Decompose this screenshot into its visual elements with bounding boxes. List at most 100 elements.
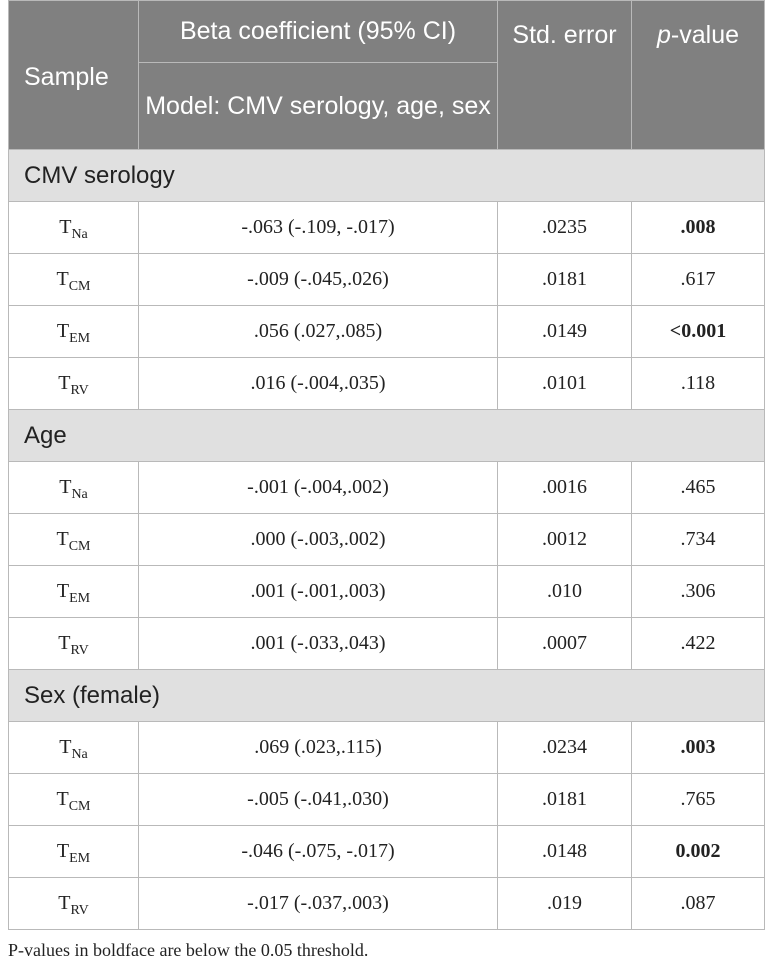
cell-p-value: .617 (631, 253, 765, 306)
sample-letter: T (58, 892, 71, 914)
cell-beta: -.001 (-.004,.002) (138, 461, 498, 514)
table-row: TRV .001 (-.033,.043) .0007.422 (8, 617, 765, 670)
cell-std-error: .0007 (497, 617, 632, 670)
cell-std-error: .0149 (497, 305, 632, 358)
cell-sample: TEM (8, 565, 139, 618)
sample-letter: T (58, 372, 71, 394)
section-row: CMV serology (8, 149, 765, 202)
cell-std-error: .0016 (497, 461, 632, 514)
table-row: TRV -.017 (-.037,.003) .019.087 (8, 877, 765, 930)
cell-sample: TNa (8, 201, 139, 254)
header-model: Model: CMV serology, age, sex (138, 62, 498, 150)
sample-subscript: RV (70, 383, 89, 398)
sample-letter: T (56, 788, 69, 810)
sample-subscript: EM (69, 851, 91, 866)
cell-std-error: .0101 (497, 357, 632, 410)
cell-sample: TRV (8, 877, 139, 930)
cell-std-error: .0235 (497, 201, 632, 254)
table-row: TNa -.001 (-.004,.002) .0016.465 (8, 461, 765, 514)
sample-letter: T (56, 580, 70, 602)
sample-letter: T (58, 632, 71, 654)
cell-p-value: .003 (631, 721, 765, 774)
table-row: TEM .001 (-.001,.003) .010.306 (8, 565, 765, 618)
sample-subscript: EM (69, 331, 91, 346)
cell-p-value: .306 (631, 565, 765, 618)
cell-sample: TEM (8, 825, 139, 878)
sample-letter: T (59, 736, 72, 758)
header-sample: Sample (8, 0, 139, 150)
section-row: Sex (female) (8, 669, 765, 722)
sample-subscript: Na (71, 747, 88, 762)
sample-subscript: EM (69, 591, 91, 606)
table-row: TCM .000 (-.003,.002) .0012.734 (8, 513, 765, 566)
cell-p-value: 0.002 (631, 825, 765, 878)
table-row: TEM .056 (.027,.085) .0149 <0.001 (8, 305, 765, 358)
sample-subscript: Na (71, 227, 88, 242)
cell-std-error: .010 (497, 565, 632, 618)
cell-p-value: .118 (631, 357, 765, 410)
table-row: TNa -.063 (-.109, -.017) .0235.008 (8, 201, 765, 254)
sample-letter: T (56, 320, 70, 342)
table-row: TEM -.046 (-.075, -.017) .0148 0.002 (8, 825, 765, 878)
sample-subscript: Na (71, 487, 88, 502)
table-row: TRV .016 (-.004,.035) .0101.118 (8, 357, 765, 410)
sample-subscript: RV (70, 643, 89, 658)
sample-letter: T (56, 840, 70, 862)
cell-std-error: .0148 (497, 825, 632, 878)
cell-beta: -.009 (-.045,.026) (138, 253, 498, 306)
sample-subscript: RV (70, 903, 89, 918)
cell-sample: TCM (8, 513, 139, 566)
section-title: Age (8, 409, 765, 462)
table-row: TCM -.005 (-.041,.030) .0181.765 (8, 773, 765, 826)
header-p-italic: p (657, 21, 671, 49)
sample-subscript: CM (68, 799, 91, 814)
cell-beta: .069 (.023,.115) (138, 721, 498, 774)
header-p-rest: -value (670, 21, 739, 49)
cell-beta: .000 (-.003,.002) (138, 513, 498, 566)
section-title: CMV serology (8, 149, 765, 202)
sample-letter: T (59, 476, 72, 498)
header-std-error: Std. error (497, 0, 632, 150)
cell-p-value: .765 (631, 773, 765, 826)
sample-letter: T (59, 216, 72, 238)
cell-sample: TCM (8, 253, 139, 306)
table-row: TCM -.009 (-.045,.026) .0181.617 (8, 253, 765, 306)
cell-beta: .056 (.027,.085) (138, 305, 498, 358)
cell-sample: TNa (8, 721, 139, 774)
sample-letter: T (56, 268, 69, 290)
cell-beta: -.063 (-.109, -.017) (138, 201, 498, 254)
cell-beta: -.005 (-.041,.030) (138, 773, 498, 826)
cell-beta: .001 (-.033,.043) (138, 617, 498, 670)
cell-std-error: .0012 (497, 513, 632, 566)
cell-p-value: <0.001 (631, 305, 765, 358)
regression-table: Sample Beta coefficient (95% CI) Std. er… (8, 0, 765, 930)
cell-p-value: .422 (631, 617, 765, 670)
header-row: Sample Beta coefficient (95% CI) Std. er… (8, 0, 765, 150)
header-beta: Beta coefficient (95% CI) (138, 0, 498, 63)
cell-beta: .016 (-.004,.035) (138, 357, 498, 410)
header-row-model: Model: CMV serology, age, sex (9, 62, 765, 150)
section-row: Age (8, 409, 765, 462)
cell-p-value: .087 (631, 877, 765, 930)
cell-sample: TRV (8, 617, 139, 670)
cell-p-value: .734 (631, 513, 765, 566)
footnote: P-values in boldface are below the 0.05 … (8, 940, 369, 960)
cell-p-value: .008 (631, 201, 765, 254)
section-title: Sex (female) (8, 669, 765, 722)
cell-std-error: .0234 (497, 721, 632, 774)
sample-subscript: CM (68, 539, 91, 554)
cell-std-error: .0181 (497, 253, 632, 306)
table-row: TNa .069 (.023,.115) .0234.003 (8, 721, 765, 774)
cell-sample: TEM (8, 305, 139, 358)
sample-subscript: CM (68, 279, 91, 294)
cell-beta: -.046 (-.075, -.017) (138, 825, 498, 878)
cell-p-value: .465 (631, 461, 765, 514)
cell-std-error: .0181 (497, 773, 632, 826)
cell-sample: TRV (8, 357, 139, 410)
sample-letter: T (56, 528, 69, 550)
cell-std-error: .019 (497, 877, 632, 930)
header-p-value: p-value (631, 0, 765, 150)
cell-sample: TNa (8, 461, 139, 514)
cell-beta: .001 (-.001,.003) (138, 565, 498, 618)
cell-sample: TCM (8, 773, 139, 826)
